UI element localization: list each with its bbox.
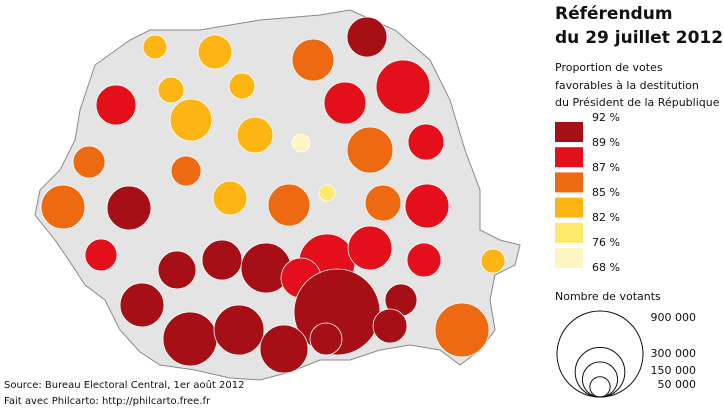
legend-label: 76 %	[592, 236, 620, 249]
county-circle	[201, 239, 243, 281]
source: Source: Bureau Electoral Central, 1er ao…	[4, 379, 244, 391]
county-circle	[309, 322, 343, 356]
legend-label: 68 %	[592, 261, 620, 274]
legend-title: Proportion de votes	[555, 61, 663, 74]
title-line: Référendum	[555, 4, 673, 24]
legend-title: favorables à la destitution	[555, 79, 699, 92]
county-circle	[291, 38, 335, 82]
county-circle	[267, 183, 311, 227]
county-circle	[228, 72, 256, 100]
county-circle	[106, 185, 152, 231]
size-legend-circle	[574, 346, 626, 398]
county-circle	[40, 184, 86, 230]
county-circle	[407, 123, 445, 161]
county-circle	[197, 34, 233, 70]
county-circle	[236, 116, 274, 154]
county-circle	[84, 238, 118, 272]
county-circle	[318, 184, 336, 202]
county-circle	[169, 98, 213, 142]
size-legend-circle	[589, 376, 611, 398]
county-circle	[406, 242, 442, 278]
title-line: du 29 juillet 2012	[555, 28, 723, 48]
legend-title: du Président de la République	[555, 96, 720, 109]
size-legend-label: 900 000	[651, 311, 697, 324]
legend-swatch	[555, 222, 583, 243]
proportional-circles	[40, 16, 506, 374]
county-circle	[347, 225, 393, 271]
county-circle	[372, 308, 408, 344]
county-circle	[259, 324, 309, 374]
legend-swatch	[555, 172, 583, 193]
size-legend-label: 300 000	[651, 347, 697, 360]
county-circle	[119, 282, 165, 328]
legend-label: 87 %	[592, 161, 620, 174]
legend-swatch	[555, 197, 583, 218]
county-circle	[170, 155, 202, 187]
legend-label: 89 %	[592, 136, 620, 149]
size-legend-title: Nombre de votants	[555, 290, 661, 303]
county-circle	[162, 311, 218, 367]
county-circle	[346, 126, 394, 174]
source: Fait avec Philcarto: http://philcarto.fr…	[4, 396, 211, 407]
county-circle	[480, 248, 506, 274]
legend-label: 92 %	[592, 111, 620, 124]
size-legend-label: 150 000	[651, 364, 697, 377]
legend-swatch	[555, 122, 583, 142]
county-circle	[142, 34, 168, 60]
county-circle	[95, 84, 137, 126]
county-circle	[291, 133, 311, 153]
legend-label: 85 %	[592, 186, 620, 199]
county-circle	[375, 59, 431, 115]
county-circle	[157, 250, 197, 290]
county-circle	[213, 304, 265, 356]
legend-label: 82 %	[592, 211, 620, 224]
county-circle	[212, 180, 248, 216]
county-circle	[157, 76, 185, 104]
legend-swatch	[555, 248, 583, 268]
county-circle	[323, 81, 367, 125]
size-legend-circle	[581, 361, 619, 398]
county-circle	[72, 145, 106, 179]
county-circle	[346, 16, 388, 58]
county-circle	[404, 183, 450, 229]
size-legend-label: 50 000	[658, 378, 697, 391]
county-circle	[434, 302, 490, 358]
legend-swatch	[555, 147, 583, 168]
size-legend-circle	[556, 310, 644, 398]
county-circle	[364, 184, 402, 222]
